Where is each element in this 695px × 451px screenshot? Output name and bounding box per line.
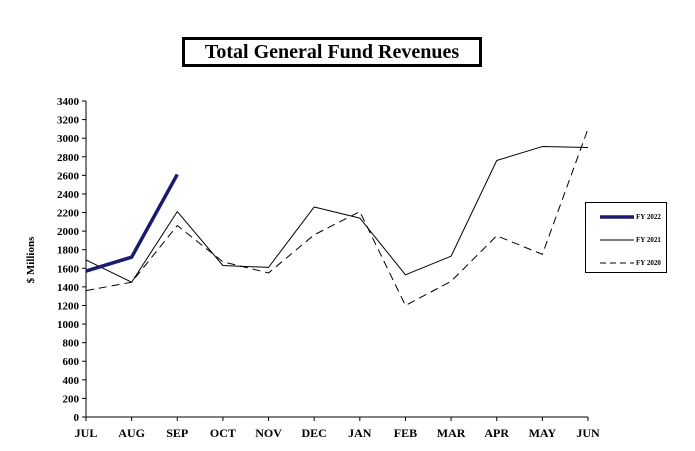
- chart-title: Total General Fund Revenues: [204, 40, 460, 63]
- y-axis-ticks: 0 200 400 600 800 1000 1200 1400 1600 1800 2000 220…: [57, 96, 86, 424]
- y-tick-label: 3400: [57, 96, 80, 108]
- y-tick-label: 2800: [57, 152, 80, 164]
- y-tick-label: 0: [74, 412, 80, 424]
- legend-label-fy2022: FY 2022: [636, 213, 661, 221]
- series-line-fy2020: [85, 128, 589, 306]
- x-tick-label: JUL: [75, 426, 98, 440]
- y-axis-label: $ Millions: [25, 236, 37, 283]
- legend-swatch-fy2022: [600, 215, 634, 219]
- x-tick-label: NOV: [255, 426, 282, 440]
- legend-item-fy2020: FY 2020: [586, 257, 668, 269]
- x-tick-label: FEB: [394, 426, 417, 440]
- x-tick-label: SEP: [166, 426, 188, 440]
- legend-label-fy2020: FY 2020: [636, 259, 661, 267]
- x-tick-label: MAR: [437, 426, 466, 440]
- legend-label-fy2021: FY 2021: [636, 236, 661, 244]
- y-tick-label: 1800: [57, 245, 80, 257]
- legend-item-fy2021: FY 2021: [586, 234, 668, 246]
- y-tick-label: 1000: [57, 319, 80, 331]
- y-tick-label: 3200: [57, 115, 80, 127]
- y-tick-label: 200: [63, 393, 80, 405]
- legend-swatch-fy2020: [600, 262, 634, 264]
- y-tick-label: 600: [63, 356, 80, 368]
- legend: FY 2022 FY 2021 FY 2020: [585, 202, 667, 273]
- series-line-fy2022: [85, 173, 179, 273]
- y-tick-label: 1600: [57, 263, 80, 275]
- y-tick-label: 2200: [57, 208, 80, 220]
- x-tick-label: JAN: [348, 426, 372, 440]
- y-tick-label: 2600: [57, 170, 80, 182]
- x-tick-label: MAY: [529, 426, 557, 440]
- x-axis-ticks: JUL AUG SEP OCT NOV DEC JAN FEB MAR APR MAY JUN: [75, 417, 600, 440]
- y-tick-label: 800: [63, 338, 80, 350]
- legend-item-fy2022: FY 2022: [586, 211, 668, 223]
- y-tick-label: 2000: [57, 226, 80, 238]
- y-tick-label: 3000: [57, 133, 80, 145]
- series-line-fy2021: [85, 146, 589, 283]
- y-tick-label: 2400: [57, 189, 80, 201]
- x-tick-label: APR: [484, 426, 509, 440]
- legend-swatch-fy2021: [600, 239, 634, 241]
- chart-title-box: Total General Fund Revenues: [182, 37, 482, 67]
- x-tick-label: JUN: [576, 426, 600, 440]
- x-tick-label: AUG: [118, 426, 145, 440]
- y-tick-label: 1200: [57, 300, 80, 312]
- x-tick-label: OCT: [210, 426, 236, 440]
- axes: [85, 101, 588, 418]
- y-tick-label: 400: [63, 375, 80, 387]
- x-tick-label: DEC: [302, 426, 327, 440]
- series-layer: [85, 128, 589, 306]
- y-tick-label: 1400: [57, 282, 80, 294]
